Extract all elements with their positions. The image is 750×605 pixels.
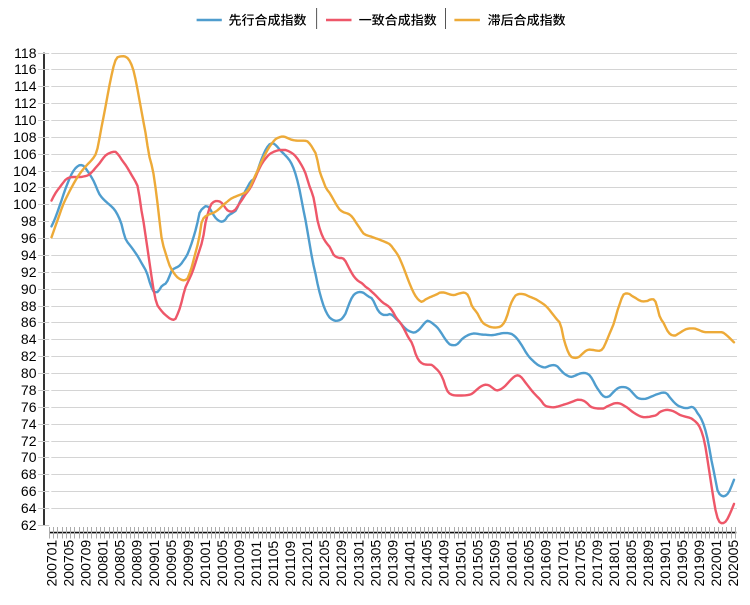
svg-text:200801: 200801 xyxy=(95,540,111,587)
svg-text:200809: 200809 xyxy=(129,540,145,587)
svg-text:201401: 201401 xyxy=(401,540,417,587)
svg-text:201001: 201001 xyxy=(197,540,213,587)
svg-text:106: 106 xyxy=(13,146,37,162)
svg-text:201105: 201105 xyxy=(265,541,281,587)
svg-text:116: 116 xyxy=(14,61,37,77)
svg-text:76: 76 xyxy=(21,399,37,415)
svg-text:114: 114 xyxy=(14,78,37,94)
svg-text:201009: 201009 xyxy=(231,540,247,587)
svg-text:110: 110 xyxy=(14,112,37,128)
svg-text:82: 82 xyxy=(21,348,37,364)
svg-text:201509: 201509 xyxy=(487,540,503,587)
svg-text:200909: 200909 xyxy=(180,540,196,587)
svg-text:201609: 201609 xyxy=(538,540,554,587)
svg-text:201405: 201405 xyxy=(418,540,434,587)
svg-text:92: 92 xyxy=(21,264,37,280)
svg-text:200705: 200705 xyxy=(61,540,77,587)
svg-text:201005: 201005 xyxy=(214,540,230,587)
svg-text:102: 102 xyxy=(13,179,37,195)
svg-text:201905: 201905 xyxy=(674,540,690,587)
svg-text:78: 78 xyxy=(21,382,37,398)
svg-text:201701: 201701 xyxy=(555,540,571,587)
svg-text:100: 100 xyxy=(13,196,37,212)
svg-text:66: 66 xyxy=(21,483,37,499)
svg-text:201601: 201601 xyxy=(504,540,520,587)
svg-text:201709: 201709 xyxy=(589,540,605,587)
svg-text:201309: 201309 xyxy=(384,540,400,587)
svg-text:104: 104 xyxy=(13,163,37,179)
svg-text:84: 84 xyxy=(21,331,37,347)
svg-text:201305: 201305 xyxy=(367,540,383,587)
svg-text:94: 94 xyxy=(21,247,37,263)
svg-text:90: 90 xyxy=(21,281,37,297)
svg-text:108: 108 xyxy=(13,129,37,145)
svg-text:201101: 201101 xyxy=(248,541,264,587)
svg-text:201201: 201201 xyxy=(299,540,315,587)
svg-text:201301: 201301 xyxy=(350,540,366,587)
svg-text:201801: 201801 xyxy=(606,540,622,587)
svg-text:200905: 200905 xyxy=(163,540,179,587)
svg-text:74: 74 xyxy=(21,416,37,432)
svg-text:201805: 201805 xyxy=(623,540,639,587)
svg-text:68: 68 xyxy=(21,466,37,482)
svg-text:64: 64 xyxy=(21,500,37,516)
svg-text:201109: 201109 xyxy=(282,541,298,587)
svg-text:200701: 200701 xyxy=(44,540,60,587)
svg-text:201501: 201501 xyxy=(453,540,469,587)
svg-text:201605: 201605 xyxy=(521,540,537,587)
svg-text:70: 70 xyxy=(21,449,37,465)
svg-text:62: 62 xyxy=(21,517,37,533)
svg-text:201205: 201205 xyxy=(316,540,332,587)
svg-text:201809: 201809 xyxy=(640,540,656,587)
svg-text:80: 80 xyxy=(21,365,37,381)
svg-text:200709: 200709 xyxy=(78,540,94,587)
svg-text:72: 72 xyxy=(21,433,37,449)
svg-text:201505: 201505 xyxy=(470,540,486,587)
svg-text:118: 118 xyxy=(14,45,37,61)
svg-text:201705: 201705 xyxy=(572,540,588,587)
svg-text:201209: 201209 xyxy=(333,540,349,587)
svg-text:200805: 200805 xyxy=(112,540,128,587)
svg-text:202001: 202001 xyxy=(708,540,724,587)
svg-text:202005: 202005 xyxy=(725,540,741,587)
svg-text:112: 112 xyxy=(14,95,37,111)
svg-text:201901: 201901 xyxy=(657,540,673,587)
svg-text:96: 96 xyxy=(21,230,37,246)
svg-text:201909: 201909 xyxy=(691,540,707,587)
svg-text:86: 86 xyxy=(21,314,37,330)
svg-text:98: 98 xyxy=(21,213,37,229)
svg-text:201409: 201409 xyxy=(436,540,452,587)
svg-text:200901: 200901 xyxy=(146,540,162,587)
svg-text:88: 88 xyxy=(21,298,37,314)
